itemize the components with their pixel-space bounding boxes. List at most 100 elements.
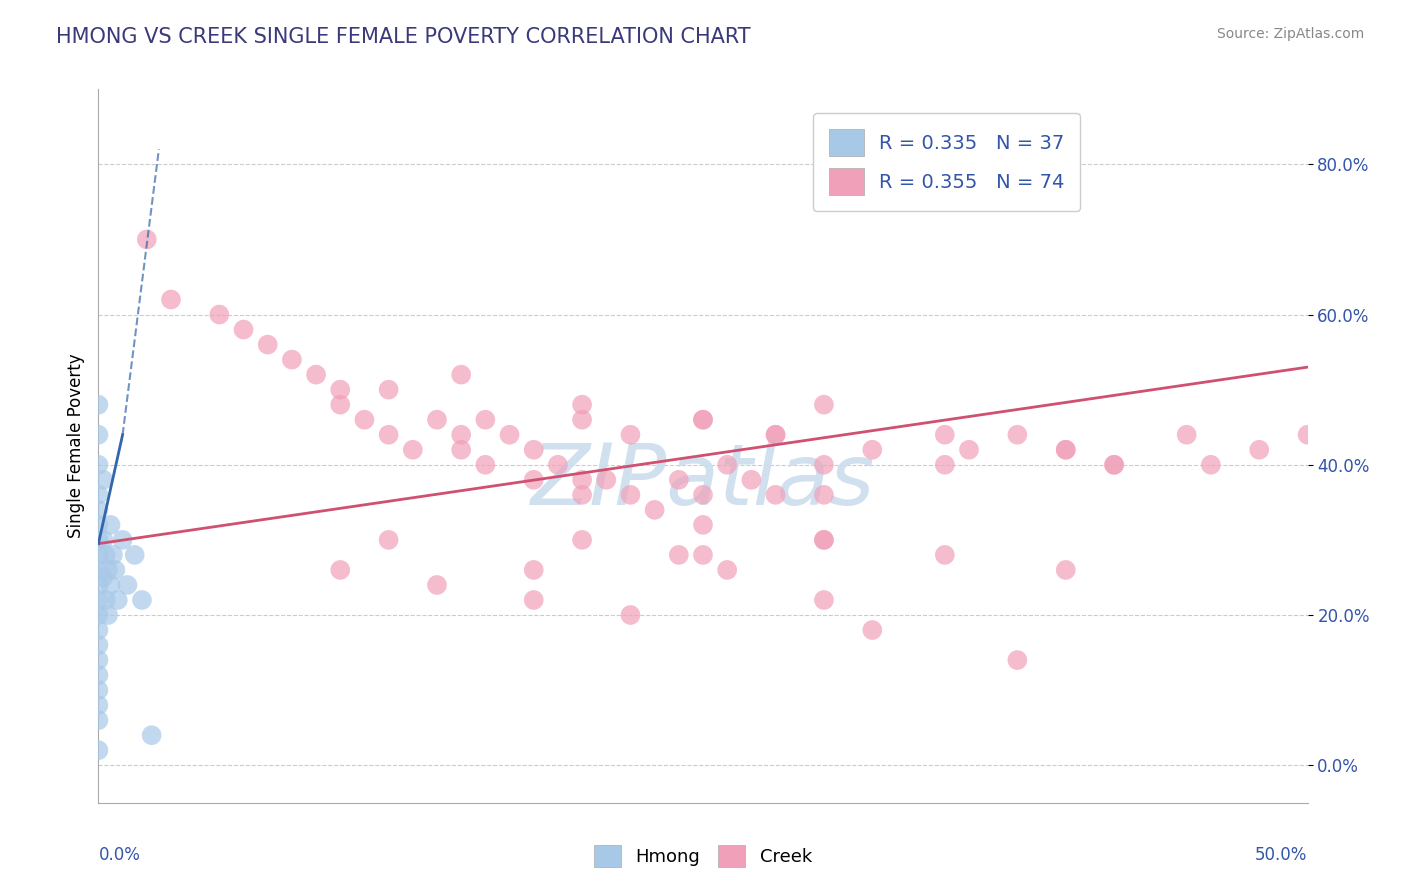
Text: Source: ZipAtlas.com: Source: ZipAtlas.com [1216, 27, 1364, 41]
Point [860, 623, 883, 637]
Point [97, 607, 120, 622]
Point [377, 427, 399, 442]
Point [934, 548, 956, 562]
Point [100, 578, 122, 592]
Point [329, 563, 352, 577]
Point [1175, 427, 1198, 442]
Point [523, 473, 546, 487]
Point [1102, 458, 1125, 472]
Point [87, 578, 110, 592]
Point [91, 473, 114, 487]
Point [87, 607, 110, 622]
Point [571, 473, 593, 487]
Point [111, 533, 134, 547]
Point [740, 473, 762, 487]
Point [813, 398, 835, 412]
Point [571, 413, 593, 427]
Text: ZIPatlas: ZIPatlas [531, 440, 875, 524]
Point [141, 728, 163, 742]
Point [1007, 427, 1029, 442]
Point [87, 713, 110, 727]
Legend: Hmong, Creek: Hmong, Creek [586, 838, 820, 874]
Point [353, 413, 375, 427]
Point [523, 442, 546, 457]
Point [87, 398, 110, 412]
Point [97, 563, 120, 577]
Point [813, 533, 835, 547]
Point [104, 563, 127, 577]
Point [619, 488, 641, 502]
Point [692, 413, 714, 427]
Point [131, 593, 153, 607]
Point [668, 473, 690, 487]
Point [87, 533, 110, 547]
Point [256, 337, 278, 351]
Point [1054, 442, 1077, 457]
Point [281, 352, 304, 367]
Point [692, 488, 714, 502]
Point [571, 398, 593, 412]
Point [329, 398, 352, 412]
Point [547, 458, 569, 472]
Point [87, 488, 110, 502]
Point [571, 533, 593, 547]
Point [813, 488, 835, 502]
Point [957, 442, 980, 457]
Point [100, 517, 122, 532]
Point [426, 578, 449, 592]
Point [523, 563, 546, 577]
Point [716, 458, 738, 472]
Point [87, 743, 110, 757]
Point [692, 413, 714, 427]
Point [1007, 653, 1029, 667]
Point [644, 503, 666, 517]
Point [87, 517, 110, 532]
Point [87, 623, 110, 637]
Point [619, 427, 641, 442]
Point [668, 548, 690, 562]
Point [87, 548, 110, 562]
Point [87, 593, 110, 607]
Point [692, 517, 714, 532]
Point [87, 683, 110, 698]
Point [377, 383, 399, 397]
Point [450, 368, 472, 382]
Point [208, 308, 231, 322]
Text: HMONG VS CREEK SINGLE FEMALE POVERTY CORRELATION CHART: HMONG VS CREEK SINGLE FEMALE POVERTY COR… [56, 27, 751, 46]
Point [474, 458, 496, 472]
Point [87, 638, 110, 652]
Point [160, 293, 183, 307]
Point [426, 413, 449, 427]
Point [813, 593, 835, 607]
Point [934, 427, 956, 442]
Point [87, 668, 110, 682]
Point [1054, 563, 1077, 577]
Point [87, 698, 110, 713]
Point [1054, 442, 1077, 457]
Point [91, 533, 114, 547]
Point [716, 563, 738, 577]
Point [1199, 458, 1222, 472]
Point [101, 548, 124, 562]
Point [498, 427, 520, 442]
Point [1249, 442, 1271, 457]
Point [94, 548, 117, 562]
Y-axis label: Single Female Poverty: Single Female Poverty [66, 354, 84, 538]
Point [402, 442, 425, 457]
Point [135, 232, 157, 246]
Point [813, 533, 835, 547]
Point [305, 368, 328, 382]
Point [107, 593, 129, 607]
Point [87, 458, 110, 472]
Point [94, 593, 117, 607]
Text: 0.0%: 0.0% [98, 846, 141, 863]
Point [1296, 427, 1319, 442]
Point [117, 578, 139, 592]
Point [1102, 458, 1125, 472]
Point [813, 458, 835, 472]
Point [619, 607, 641, 622]
Point [91, 570, 114, 584]
Point [377, 533, 399, 547]
Legend: R = 0.335   N = 37, R = 0.355   N = 74: R = 0.335 N = 37, R = 0.355 N = 74 [813, 113, 1080, 211]
Point [523, 593, 546, 607]
